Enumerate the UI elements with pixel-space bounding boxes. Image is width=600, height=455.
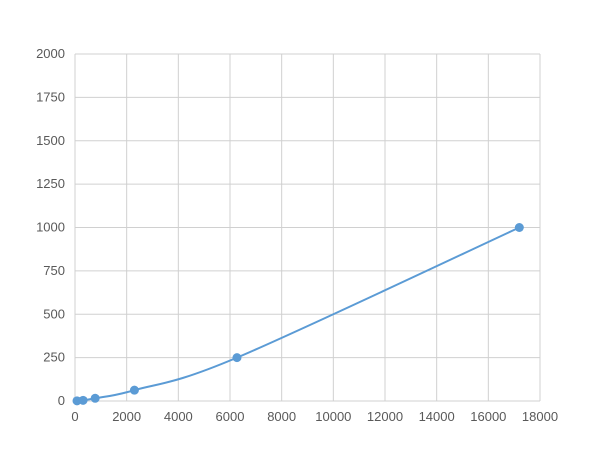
x-tick-label: 10000 — [315, 409, 351, 424]
data-point — [514, 223, 524, 232]
x-tick-label: 16000 — [470, 409, 506, 424]
y-tick-label: 250 — [43, 350, 65, 365]
y-tick-label: 1500 — [36, 133, 65, 148]
x-tick-label: 14000 — [419, 409, 455, 424]
x-tick-label: 6000 — [216, 409, 245, 424]
y-tick-label: 1000 — [36, 220, 65, 235]
x-tick-label: 18000 — [522, 409, 558, 424]
y-tick-label: 750 — [43, 263, 65, 278]
x-tick-label: 8000 — [267, 409, 296, 424]
x-tick-label: 2000 — [112, 409, 141, 424]
data-point — [78, 395, 88, 405]
y-tick-label: 1250 — [36, 176, 65, 191]
data-point — [232, 353, 242, 363]
y-tick-label: 1750 — [36, 89, 65, 104]
y-tick-label: 0 — [58, 393, 65, 408]
x-tick-label: 4000 — [164, 409, 193, 424]
data-point — [90, 393, 100, 403]
x-tick-label: 0 — [71, 409, 78, 424]
y-tick-label: 500 — [43, 306, 65, 321]
y-tick-label: 2000 — [36, 46, 65, 61]
data-point — [129, 385, 139, 395]
x-tick-label: 12000 — [367, 409, 403, 424]
